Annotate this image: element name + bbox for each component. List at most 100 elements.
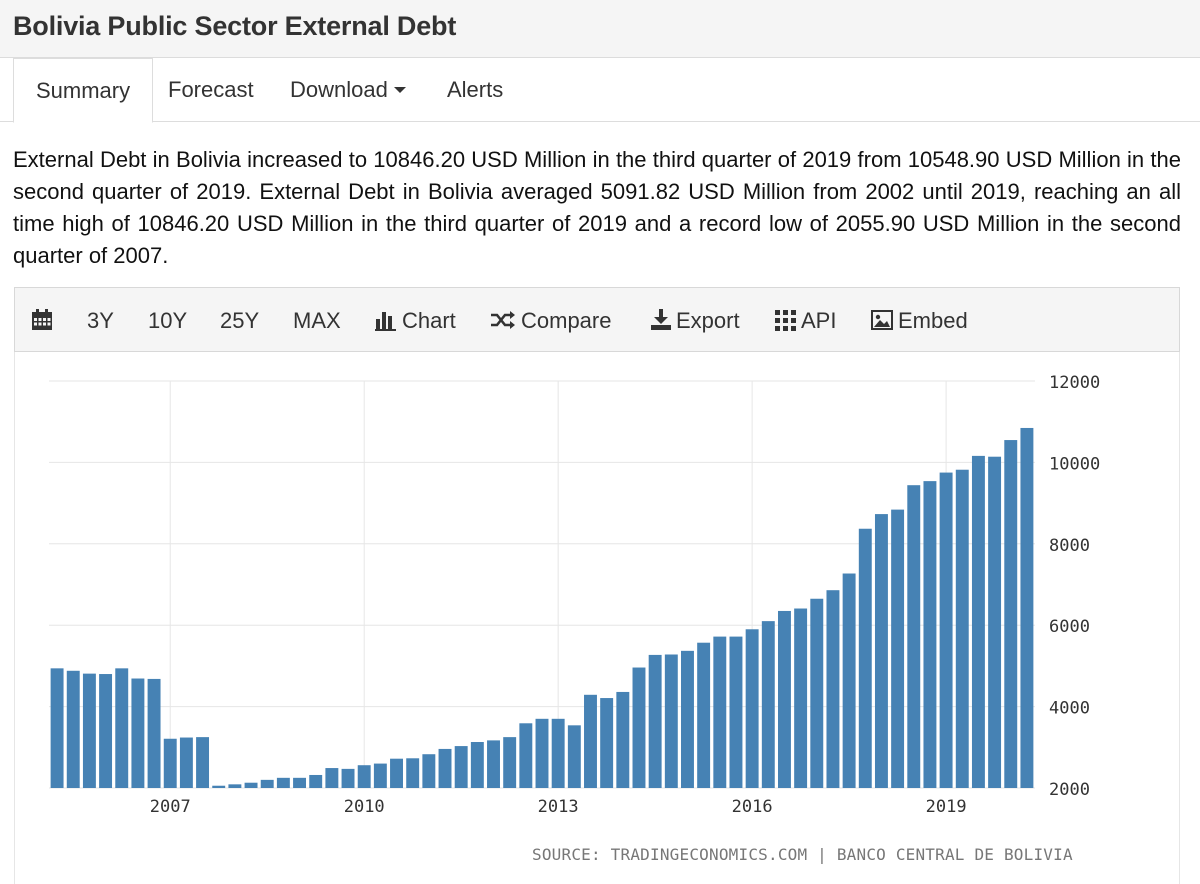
bar[interactable]	[309, 774, 323, 788]
summary-paragraph: External Debt in Bolivia increased to 10…	[13, 147, 1181, 268]
tab-alerts-label: Alerts	[447, 77, 504, 102]
bar[interactable]	[212, 785, 226, 788]
bar[interactable]	[874, 514, 888, 788]
y-axis-ticks: 2000 4000 6000 8000 10000 12000	[1049, 373, 1100, 800]
bar[interactable]	[293, 777, 307, 788]
tab-summary-label: Summary	[36, 78, 131, 103]
embed-label: Embed	[898, 308, 968, 333]
bar[interactable]	[923, 481, 937, 788]
bar[interactable]	[1020, 427, 1034, 788]
bar[interactable]	[341, 768, 355, 788]
bar[interactable]	[648, 654, 662, 788]
bar[interactable]	[357, 765, 371, 788]
bar[interactable]	[163, 738, 177, 788]
api-button[interactable]: API	[775, 288, 836, 353]
bar[interactable]	[567, 725, 581, 788]
bar[interactable]	[810, 598, 824, 788]
bar[interactable]	[939, 472, 953, 788]
y-tick-label: 12000	[1049, 373, 1100, 393]
bar[interactable]	[713, 636, 727, 788]
bar[interactable]	[99, 674, 113, 788]
range-10y-button[interactable]: 10Y	[148, 308, 188, 333]
bar[interactable]	[503, 737, 517, 788]
bar[interactable]	[535, 718, 549, 788]
bar[interactable]	[131, 678, 145, 788]
chart-type-button[interactable]: Chart	[375, 288, 456, 353]
bar[interactable]	[390, 758, 403, 788]
calendar-button[interactable]	[31, 288, 53, 353]
bar[interactable]	[406, 758, 420, 788]
bar[interactable]	[891, 509, 905, 788]
bar[interactable]	[697, 642, 711, 788]
bar[interactable]	[681, 650, 694, 788]
embed-button[interactable]: Embed	[871, 288, 968, 353]
bar[interactable]	[82, 673, 96, 788]
page-title: Bolivia Public Sector External Debt	[13, 11, 457, 41]
caret-down-icon	[393, 86, 406, 93]
bar[interactable]	[826, 590, 840, 788]
compare-button[interactable]: Compare	[490, 288, 611, 353]
y-tick-label: 10000	[1049, 454, 1100, 474]
range-3y-button[interactable]: 3Y	[87, 308, 114, 333]
export-button[interactable]: Export	[651, 288, 740, 353]
bar[interactable]	[955, 469, 969, 788]
api-label: API	[801, 308, 837, 333]
bar[interactable]	[228, 784, 242, 788]
tab-forecast[interactable]: Forecast	[146, 58, 276, 122]
x-tick-label: 2007	[150, 797, 191, 817]
bar[interactable]	[616, 691, 630, 788]
bar[interactable]	[988, 456, 1002, 788]
image-icon	[871, 310, 893, 331]
bar[interactable]	[971, 455, 985, 788]
download-icon	[651, 309, 671, 331]
compare-label: Compare	[521, 308, 612, 333]
bar[interactable]	[584, 694, 597, 788]
bar-chart-icon	[375, 312, 396, 332]
bar[interactable]	[777, 610, 791, 788]
bar[interactable]	[50, 668, 64, 788]
bar[interactable]	[794, 608, 808, 788]
bar[interactable]	[438, 748, 452, 788]
grid-icon	[775, 309, 796, 331]
bar[interactable]	[842, 573, 856, 788]
range-25y-button[interactable]: 25Y	[220, 308, 260, 333]
bar[interactable]	[551, 718, 565, 788]
bar[interactable]	[260, 779, 274, 788]
x-tick-label: 2019	[926, 797, 967, 817]
bar[interactable]	[179, 737, 193, 788]
bar[interactable]	[422, 754, 436, 788]
bar[interactable]	[66, 670, 80, 788]
tab-summary[interactable]: Summary	[13, 58, 154, 123]
bar[interactable]	[196, 737, 210, 788]
bar[interactable]	[858, 528, 872, 788]
y-tick-label: 8000	[1049, 536, 1090, 556]
bar[interactable]	[729, 636, 743, 788]
bar[interactable]	[632, 667, 646, 788]
calendar-icon	[32, 309, 52, 331]
bar[interactable]	[487, 740, 500, 788]
source-credit: SOURCE: TRADINGECONOMICS.COM | BANCO CEN…	[532, 845, 1073, 864]
bar[interactable]	[454, 746, 468, 788]
x-tick-label: 2010	[344, 797, 385, 817]
bar[interactable]	[325, 768, 339, 788]
tab-forecast-label: Forecast	[168, 77, 254, 102]
bar[interactable]	[519, 723, 533, 788]
y-tick-label: 4000	[1049, 699, 1090, 719]
bar[interactable]	[745, 629, 759, 788]
bar[interactable]	[1004, 440, 1018, 788]
tab-download[interactable]: Download	[268, 58, 428, 122]
bar[interactable]	[244, 782, 258, 788]
tab-download-label: Download	[290, 77, 388, 102]
bar[interactable]	[470, 742, 484, 788]
bar[interactable]	[115, 668, 129, 788]
bar[interactable]	[907, 485, 921, 788]
tab-alerts[interactable]: Alerts	[425, 58, 525, 122]
bar[interactable]	[600, 698, 614, 788]
bar[interactable]	[664, 654, 678, 788]
bar[interactable]	[761, 621, 775, 788]
bar[interactable]	[373, 763, 387, 788]
range-max-button[interactable]: MAX	[293, 308, 341, 333]
bar[interactable]	[147, 678, 161, 788]
bar[interactable]	[276, 777, 290, 788]
